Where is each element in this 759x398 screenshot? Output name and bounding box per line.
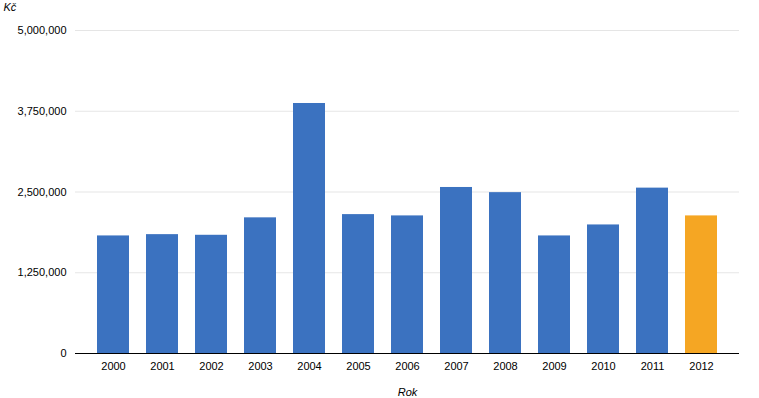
svg-text:2007: 2007 [444, 360, 468, 372]
svg-text:2001: 2001 [150, 360, 174, 372]
svg-text:2010: 2010 [591, 360, 615, 372]
svg-text:Rok: Rok [398, 386, 418, 398]
svg-text:2008: 2008 [493, 360, 517, 372]
svg-text:2005: 2005 [346, 360, 370, 372]
svg-text:2011: 2011 [641, 360, 665, 372]
svg-text:Kč: Kč [4, 1, 17, 13]
svg-text:2003: 2003 [248, 360, 272, 372]
svg-text:1,250,000: 1,250,000 [18, 266, 67, 278]
svg-text:2002: 2002 [199, 360, 223, 372]
svg-text:2,500,000: 2,500,000 [18, 186, 67, 198]
svg-text:3,750,000: 3,750,000 [18, 105, 67, 117]
svg-text:2009: 2009 [542, 360, 566, 372]
svg-text:2000: 2000 [101, 360, 125, 372]
svg-text:2004: 2004 [297, 360, 321, 372]
svg-text:2006: 2006 [395, 360, 419, 372]
svg-text:2012: 2012 [689, 360, 713, 372]
svg-text:0: 0 [60, 347, 66, 359]
svg-text:5,000,000: 5,000,000 [18, 24, 67, 36]
